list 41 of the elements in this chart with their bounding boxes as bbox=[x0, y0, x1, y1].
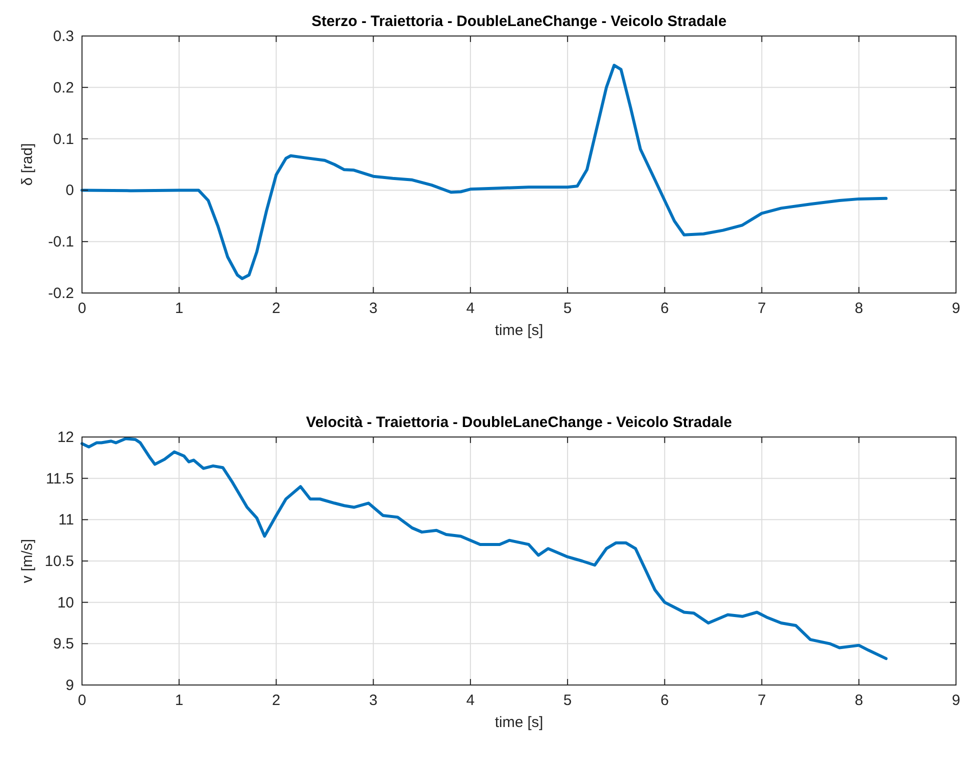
x-tick-label: 5 bbox=[563, 300, 572, 317]
x-tick-label: 0 bbox=[78, 300, 86, 317]
x-tick-label: 5 bbox=[563, 692, 572, 709]
y-tick-label: 9 bbox=[66, 677, 74, 694]
y-tick-label: 0.2 bbox=[53, 79, 74, 96]
line-series bbox=[80, 64, 888, 280]
x-tick-label: 2 bbox=[272, 300, 280, 317]
y-tick-label: 10 bbox=[57, 594, 74, 612]
x-axis-title: time [s] bbox=[494, 714, 544, 731]
y-tick-label: -0.2 bbox=[48, 285, 74, 302]
y-axis-title: δ [rad] bbox=[19, 143, 36, 186]
x-tick-label: 9 bbox=[952, 692, 960, 709]
y-tick-label: 11 bbox=[58, 512, 74, 529]
chart-title: Velocità - Traiettoria - DoubleLaneChange - Veicolo Stradale bbox=[306, 414, 732, 431]
y-tick-label: 12 bbox=[57, 429, 74, 446]
x-tick-label: 3 bbox=[369, 300, 378, 317]
y-tick-label: 11.5 bbox=[46, 470, 74, 488]
y-tick-label: 0.3 bbox=[53, 28, 74, 45]
y-tick-label: 9.5 bbox=[53, 636, 74, 653]
x-tick-label: 7 bbox=[758, 300, 766, 317]
y-tick-label: -0.1 bbox=[48, 234, 74, 251]
x-tick-label: 2 bbox=[272, 692, 280, 709]
y-tick-label: 0.1 bbox=[53, 130, 74, 148]
x-tick-label: 6 bbox=[660, 300, 669, 317]
x-tick-label: 7 bbox=[758, 692, 766, 709]
x-tick-label: 8 bbox=[854, 692, 864, 709]
x-tick-label: 4 bbox=[466, 692, 475, 709]
y-axis-title: v [m/s] bbox=[19, 538, 36, 584]
x-tick-label: 3 bbox=[369, 692, 378, 709]
x-tick-label: 9 bbox=[952, 300, 960, 317]
x-tick-label: 6 bbox=[660, 692, 669, 709]
x-tick-label: 0 bbox=[78, 692, 86, 709]
x-tick-label: 4 bbox=[466, 300, 475, 317]
y-tick-label: 10.5 bbox=[44, 553, 74, 570]
x-tick-label: 1 bbox=[174, 692, 184, 709]
chart-title: Sterzo - Traiettoria - DoubleLaneChange - Veicolo Stradale bbox=[311, 13, 727, 30]
y-tick-label: 0 bbox=[66, 182, 74, 200]
x-axis-title: time [s] bbox=[494, 322, 544, 339]
x-tick-label: 1 bbox=[174, 300, 184, 317]
x-tick-label: 8 bbox=[854, 300, 864, 317]
line-series bbox=[80, 437, 888, 660]
